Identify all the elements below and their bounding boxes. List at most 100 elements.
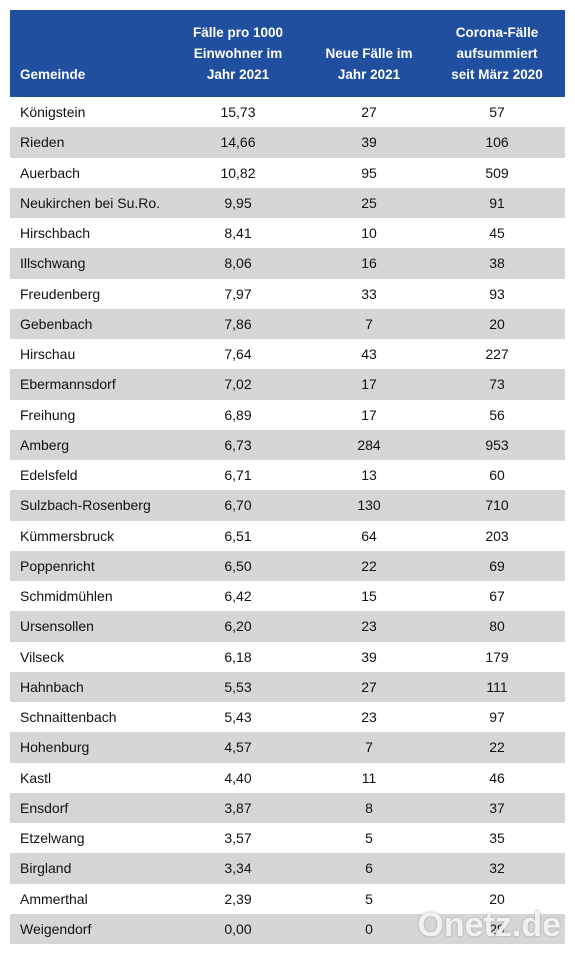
table-row: Illschwang 8,06 16 38 [10,248,565,279]
cell-value: 20 [489,890,505,907]
table-row: Edelsfeld 6,71 13 60 [10,460,565,490]
table-row: Ammerthal 2,39 5 20 [10,884,565,914]
municipality: Freihung [20,406,76,423]
header-line: seit März 2020 [451,67,543,82]
municipality: Ensdorf [20,799,69,816]
cell-value: 60 [489,467,505,483]
cell-value: 22 [489,739,505,756]
cell-value: 6,50 [224,557,252,574]
cell-value: 73 [489,376,505,393]
municipality: Rieden [20,134,65,151]
table-row: Freudenberg 7,97 33 93 [10,279,565,309]
cell-value: 27 [361,104,377,120]
cell-value: 43 [361,346,377,362]
cell-value: 8,41 [224,225,252,241]
cell-value: 9,95 [224,194,252,211]
header-cell: Gemeinde [20,64,200,85]
cell-value: 203 [485,527,509,544]
cell-value: 67 [489,588,505,604]
municipality: Königstein [20,104,86,120]
cell-value: 10,82 [220,164,256,181]
header-line: Einwohner im [193,46,283,61]
cell-value: 7,02 [224,376,252,393]
table-row: Ebermannsdorf 7,02 17 73 [10,369,565,400]
municipality: Kümmersbruck [20,527,115,544]
cell-value: 6,70 [224,497,252,514]
header-cell: Fälle pro 1000 Einwohner im Jahr 2021 [170,22,306,85]
table-row: Hohenburg 4,57 7 22 [10,732,565,763]
cell-value: 5 [365,890,373,907]
cell-value: 29 [489,920,505,937]
cell-value: 13 [361,467,377,483]
municipality: Ammerthal [20,890,88,907]
cell-value: 16 [361,255,377,272]
header-line: Fälle pro 1000 [192,25,284,40]
municipality: Schmidmühlen [20,588,113,604]
cell-value: 39 [361,134,377,151]
cell-value: 64 [361,527,377,544]
cell-value: 7,86 [224,315,252,332]
municipality: Vilseck [20,648,65,665]
cell-value: 7,64 [224,346,252,362]
cell-value: 17 [361,406,377,423]
cell-value: 6,73 [224,436,252,453]
cell-value: 80 [489,618,505,635]
header-line: Jahr 2021 [337,67,401,82]
cell-value: 5,43 [224,709,252,725]
table-row: Hirschbach 8,41 10 45 [10,218,565,248]
cell-value: 27 [361,678,377,695]
cell-value: 106 [485,134,509,151]
table-row: Poppenricht 6,50 22 69 [10,550,565,581]
table-row: Vilseck 6,18 39 179 [10,642,565,672]
watermark: Onetz.de [417,906,561,944]
cell-value: 97 [489,709,505,725]
cell-value: 5 [365,830,373,846]
table: Gemeinde Fälle pro 1000 Einwohner im Jahr 2… [10,10,565,944]
cell-value: 7 [365,739,373,756]
municipality: Sulzbach-Rosenberg [20,497,151,514]
cell-value: 15 [361,588,377,604]
cell-value: 32 [489,860,505,877]
cell-value: 6,20 [224,618,252,635]
cell-value: 37 [489,799,505,816]
cell-value: 0 [365,920,373,937]
municipality: Hahnbach [20,678,84,695]
table-row: Kümmersbruck 6,51 64 203 [10,521,565,551]
header-line: aufsummiert [456,46,538,61]
cell-value: 5,53 [224,678,252,695]
municipality: Poppenricht [20,557,95,574]
cell-value: 3,34 [224,860,252,877]
table-row: Freihung 6,89 17 56 [10,400,565,430]
cell-value: 22 [361,557,377,574]
table-row: Hahnbach 5,53 27 111 [10,671,565,702]
table-row: Birgland 3,34 6 32 [10,853,565,884]
table-row: Ursensollen 6,20 23 80 [10,611,565,642]
cell-value: 7,97 [224,285,252,302]
table-row: Neukirchen bei Su.Ro. 9,95 25 91 [10,187,565,218]
cell-value: 284 [357,436,381,453]
cell-value: 3,87 [224,799,252,816]
cell-value: 130 [357,497,381,514]
cell-value: 227 [485,346,509,362]
table-row: Gebenbach 7,86 7 20 [10,308,565,339]
table-row: Königstein 15,73 27 57 [10,97,565,127]
cell-value: 45 [489,225,505,241]
cell-value: 93 [489,285,505,302]
header-line: Corona-Fälle [455,25,539,40]
header-line: Neue Fälle im [325,46,413,61]
table-row: Etzelwang 3,57 5 35 [10,823,565,853]
cell-value: 10 [361,225,377,241]
cell-value: 91 [489,194,505,211]
cell-value: 95 [361,164,377,181]
cell-value: 7 [365,315,373,332]
cell-value: 6,18 [224,648,252,665]
municipality: Gebenbach [20,315,93,332]
municipality: Amberg [20,436,70,453]
cell-value: 179 [485,648,509,665]
cell-value: 38 [489,255,505,272]
cell-value: 2,39 [224,890,252,907]
cell-value: 23 [361,709,377,725]
cell-value: 17 [361,376,377,393]
cell-value: 111 [486,678,508,695]
table-row: Ensdorf 3,87 8 37 [10,792,565,823]
